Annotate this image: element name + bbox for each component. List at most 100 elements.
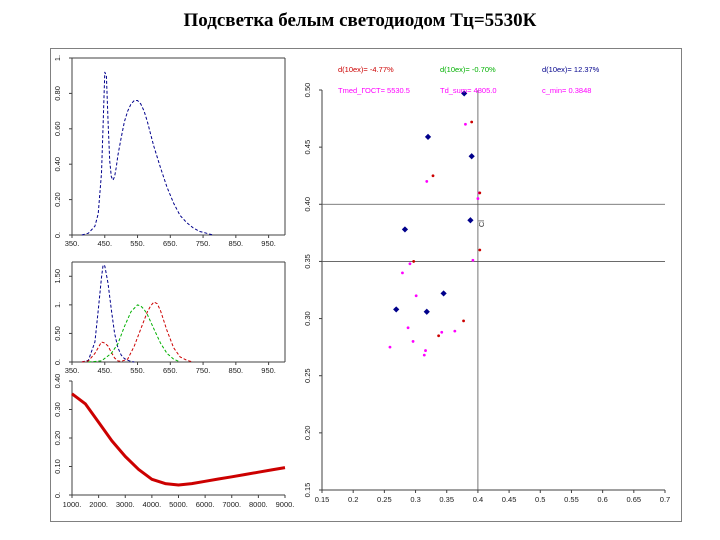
chromaticity-point-dot [462,319,465,323]
spectrum-x-tick-label: 350. [65,239,80,248]
chromaticity-point-dot [453,329,457,333]
chromaticity-point-dot [422,353,426,357]
chromaticity-point-dot [411,340,415,343]
chromaticity-point-dot [424,349,427,352]
chromaticity-point-dot [476,197,480,200]
chromaticity-center-label: Cl [477,220,486,227]
spectrum-series-line-0 [81,71,214,236]
chromaticity-y-tick-label: 0.20 [303,426,312,441]
cmf-x-tick-label: 550. [130,366,145,375]
spectrum-y-tick-label: 0. [53,232,62,238]
chromaticity-point-diamond [468,153,475,160]
chromaticity-point-dot [478,248,482,252]
chart-frame [50,48,682,522]
spectrum-x-tick-label: 450. [97,239,112,248]
locus-series-line-0 [71,392,286,487]
chromaticity-point-diamond [423,308,430,315]
chromaticity-point-dot [470,120,474,124]
chromaticity-point-dot [408,262,412,266]
spectrum-y-tick-label: 0.80 [53,86,62,101]
chromaticity-point-diamond [440,290,447,297]
chromaticity-y-tick-label: 0.25 [303,368,312,383]
chromaticity-point-dot [406,326,410,330]
chromaticity-annotation: d(10ex)= 12.37% [542,65,600,74]
spectrum-x-tick-label: 950. [261,239,276,248]
chromaticity-point-diamond [401,226,409,233]
chromaticity-y-tick-label: 0.35 [303,254,312,269]
locus-y-tick-label: 0.30 [53,402,62,417]
locus-x-tick-label: 2000. [89,500,108,509]
spectrum-y-tick-label: 0.60 [53,121,62,136]
chromaticity-point-dot [478,191,482,195]
chromaticity-x-tick-label: 0.3 [410,495,420,504]
chromaticity-y-tick-label: 0.45 [303,140,312,155]
cmf-x-tick-label: 950. [261,366,276,375]
cmf-x-tick-label: 650. [163,366,178,375]
locus-x-tick-label: 7000. [222,500,241,509]
chromaticity-point-dot [414,294,418,298]
chromaticity-point-dot [437,334,441,338]
locus-x-tick-label: 6000. [196,500,215,509]
chromaticity-point-diamond [424,133,432,140]
locus-y-tick-label: 0.10 [53,459,62,474]
locus-y-tick-label: 0.40 [53,374,62,389]
locus-x-tick-label: 5000. [169,500,188,509]
locus-y-tick-label: 0.20 [53,431,62,446]
cmf-y-tick-label: 1. [53,302,62,308]
cmf-x-tick-label: 450. [97,366,112,375]
chromaticity-x-tick-label: 0.2 [348,495,358,504]
chromaticity-point-dot [471,258,475,262]
locus-x-tick-label: 8000. [249,500,268,509]
cmf-x-tick-label: 350. [65,366,80,375]
chromaticity-point-dot [388,345,392,349]
spectrum-x-tick-label: 750. [196,239,211,248]
chromaticity-x-tick-label: 0.55 [564,495,579,504]
locus-x-tick-label: 1000. [63,500,82,509]
chromaticity-x-tick-label: 0.7 [660,495,670,504]
chromaticity-annotation: d(10ex)= -0.70% [440,65,496,74]
chromaticity-annotation: Td_sum= 4805.0 [440,86,497,95]
chromaticity-point-diamond [467,217,474,224]
chromaticity-x-tick-label: 0.25 [377,495,392,504]
chromaticity-x-tick-label: 0.65 [627,495,642,504]
chromaticity-point-dot [412,260,416,263]
chromaticity-x-tick-label: 0.15 [315,495,330,504]
locus-x-tick-label: 4000. [142,500,161,509]
chromaticity-y-tick-label: 0.40 [303,197,312,212]
spectrum-x-tick-label: 650. [163,239,178,248]
cmf-y-tick-label: 0.50 [53,326,62,341]
chromaticity-point-dot [464,122,467,126]
cmf-y-tick-label: 1.50 [53,269,62,284]
chromaticity-point-dot [431,174,435,178]
chromaticity-annotation: Tmed_ГОСТ= 5530.5 [338,86,410,95]
chromaticity-y-tick-label: 0.30 [303,311,312,326]
spectrum-y-tick-label: 1. [53,55,62,61]
locus-x-tick-label: 3000. [116,500,135,509]
chromaticity-point-dot [440,330,444,334]
chromaticity-y-tick-label: 0.15 [303,483,312,498]
cmf-series-line-0 [81,264,135,363]
spectrum-y-tick-label: 0.40 [53,157,62,172]
spectrum-x-tick-label: 850. [229,239,244,248]
spectrum-y-tick-label: 0.20 [53,192,62,207]
spectrum-x-tick-label: 550. [130,239,145,248]
cmf-y-tick-label: 0. [53,359,62,365]
chromaticity-x-tick-label: 0.45 [502,495,517,504]
chromaticity-annotation: c_min= 0.3848 [542,86,591,95]
locus-y-tick-label: 0. [53,492,62,498]
locus-x-tick-label: 9000. [276,500,295,509]
cmf-series-line-1 [81,301,194,363]
chromaticity-x-tick-label: 0.6 [597,495,607,504]
chromaticity-point-diamond [393,306,400,313]
chromaticity-point-dot [425,180,429,183]
chromaticity-point-dot [401,271,404,275]
cmf-x-tick-label: 850. [229,366,244,375]
chromaticity-x-tick-label: 0.5 [535,495,545,504]
chromaticity-x-tick-label: 0.4 [473,495,483,504]
cmf-x-tick-label: 750. [196,366,211,375]
chromaticity-x-tick-label: 0.35 [439,495,454,504]
chromaticity-y-tick-label: 0.50 [303,83,312,98]
chromaticity-annotation: d(10ex)= -4.77% [338,65,394,74]
page-title: Подсветка белым светодиодом Тц=5530К [183,10,537,31]
